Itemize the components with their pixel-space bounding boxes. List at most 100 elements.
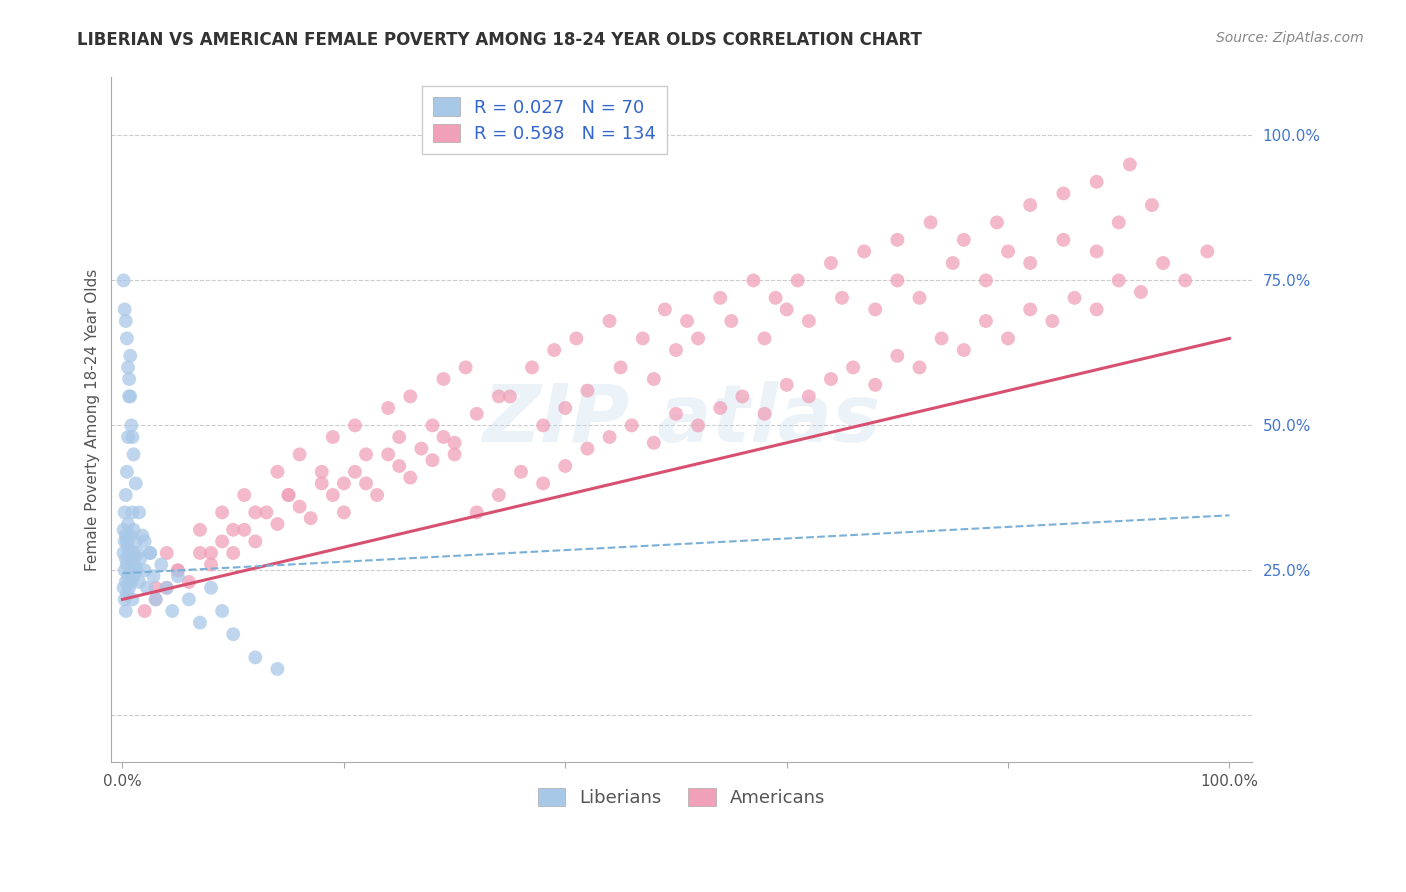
Point <box>288 447 311 461</box>
Point <box>831 291 853 305</box>
Point <box>942 256 965 270</box>
Point <box>863 302 886 317</box>
Point <box>599 430 621 444</box>
Point <box>131 528 153 542</box>
Point <box>853 244 876 259</box>
Point <box>565 331 588 345</box>
Point <box>908 360 931 375</box>
Point <box>576 442 599 456</box>
Point <box>115 558 138 572</box>
Point <box>166 563 188 577</box>
Point <box>1108 215 1130 229</box>
Point <box>222 627 245 641</box>
Point <box>115 331 138 345</box>
Point <box>112 581 135 595</box>
Point <box>886 233 908 247</box>
Point <box>200 581 222 595</box>
Point <box>114 551 136 566</box>
Point <box>531 476 554 491</box>
Legend: Liberians, Americans: Liberians, Americans <box>530 780 832 814</box>
Point <box>134 534 156 549</box>
Point <box>643 372 665 386</box>
Point <box>114 505 136 519</box>
Point <box>115 465 138 479</box>
Point <box>399 389 422 403</box>
Point <box>974 314 997 328</box>
Point <box>886 349 908 363</box>
Point <box>254 505 277 519</box>
Point <box>952 233 974 247</box>
Point <box>709 401 731 415</box>
Point <box>399 470 422 484</box>
Point <box>366 488 388 502</box>
Point <box>127 546 149 560</box>
Point <box>122 569 145 583</box>
Point <box>609 360 631 375</box>
Point <box>665 343 688 357</box>
Point <box>554 458 576 473</box>
Point <box>128 574 150 589</box>
Point <box>1174 273 1197 287</box>
Point <box>114 488 136 502</box>
Point <box>776 377 799 392</box>
Point <box>820 256 842 270</box>
Point <box>118 546 141 560</box>
Point <box>886 273 908 287</box>
Point <box>742 273 765 287</box>
Point <box>1108 273 1130 287</box>
Text: Source: ZipAtlas.com: Source: ZipAtlas.com <box>1216 31 1364 45</box>
Point <box>145 592 167 607</box>
Point <box>162 604 184 618</box>
Point <box>676 314 699 328</box>
Point <box>432 372 454 386</box>
Point <box>211 604 233 618</box>
Point <box>122 523 145 537</box>
Point <box>120 389 142 403</box>
Point <box>145 581 167 595</box>
Point <box>688 418 710 433</box>
Point <box>311 465 333 479</box>
Point <box>665 407 688 421</box>
Point <box>488 389 510 403</box>
Point <box>139 546 162 560</box>
Point <box>842 360 865 375</box>
Point <box>120 349 142 363</box>
Point <box>117 516 139 531</box>
Point <box>245 650 267 665</box>
Point <box>343 465 366 479</box>
Point <box>631 331 654 345</box>
Point <box>343 418 366 433</box>
Point <box>166 569 188 583</box>
Point <box>620 418 643 433</box>
Point <box>114 534 136 549</box>
Point <box>786 273 808 287</box>
Point <box>1040 314 1063 328</box>
Point <box>134 604 156 618</box>
Point <box>114 302 136 317</box>
Point <box>465 407 488 421</box>
Point <box>120 528 142 542</box>
Point <box>720 314 742 328</box>
Point <box>122 447 145 461</box>
Point <box>997 331 1019 345</box>
Point <box>118 581 141 595</box>
Point <box>1052 186 1074 201</box>
Point <box>333 505 356 519</box>
Point <box>688 331 710 345</box>
Point <box>124 558 146 572</box>
Point <box>576 384 599 398</box>
Point <box>454 360 477 375</box>
Point <box>531 418 554 433</box>
Point <box>188 615 211 630</box>
Point <box>118 372 141 386</box>
Point <box>117 360 139 375</box>
Point <box>754 331 776 345</box>
Point <box>465 505 488 519</box>
Point <box>112 523 135 537</box>
Point <box>233 488 256 502</box>
Point <box>117 569 139 583</box>
Point <box>245 534 267 549</box>
Point <box>422 418 444 433</box>
Point <box>377 447 399 461</box>
Point <box>388 430 411 444</box>
